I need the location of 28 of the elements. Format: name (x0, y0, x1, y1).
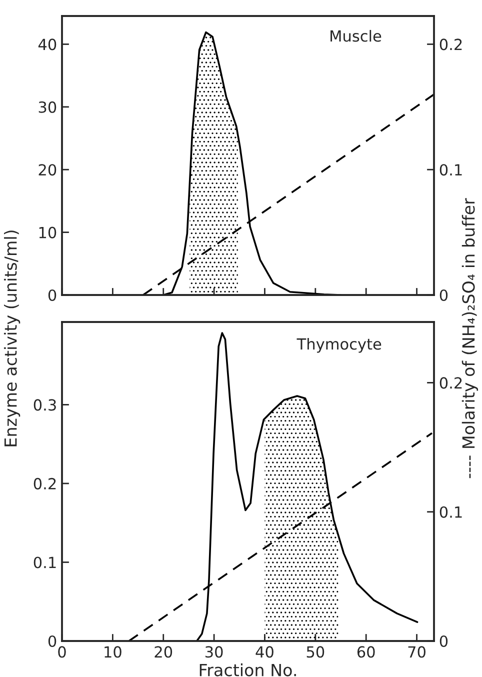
y-tick-label: 40 (38, 38, 56, 50)
x-tick-label: 40 (256, 646, 274, 658)
y-tick-label: 20 (38, 164, 56, 176)
y2-tick-label: 0.2 (440, 377, 462, 389)
x-tick-label: 60 (357, 646, 375, 658)
y-tick-label: 10 (39, 226, 56, 238)
y2-tick-label: 0.2 (440, 38, 462, 50)
text: Thymocyte (296, 338, 382, 353)
x-tick-label: 0 (58, 646, 66, 658)
text: Muscle (330, 30, 382, 42)
x-tick-label: 30 (205, 646, 223, 658)
y-tick-label: 0 (48, 635, 56, 648)
y-axis-title: Enzyme activity (units/ml) (4, 230, 20, 446)
y2-tick-label: 0.1 (440, 164, 462, 176)
x-tick-label: 20 (154, 646, 172, 658)
y2-axis-title: ---- Molarity of (NH₄)₂SO₄ in buffer (462, 198, 478, 478)
y2-tick-label: 0 (440, 635, 448, 648)
y-tick-label: 0.2 (34, 478, 56, 490)
x-axis-title: Fraction No. (200, 663, 296, 676)
y2-tick-label: 0 (440, 289, 448, 302)
x-tick-label: 50 (306, 646, 324, 658)
y2-tick-label: 0.1 (440, 506, 462, 518)
y-tick-label: 0 (48, 289, 56, 302)
y-tick-label: 0.1 (34, 556, 56, 568)
x-tick-label: 70 (408, 646, 426, 658)
y-tick-label: 0.3 (34, 399, 56, 411)
x-tick-label: 10 (104, 646, 122, 658)
y-tick-label: 30 (38, 101, 56, 113)
